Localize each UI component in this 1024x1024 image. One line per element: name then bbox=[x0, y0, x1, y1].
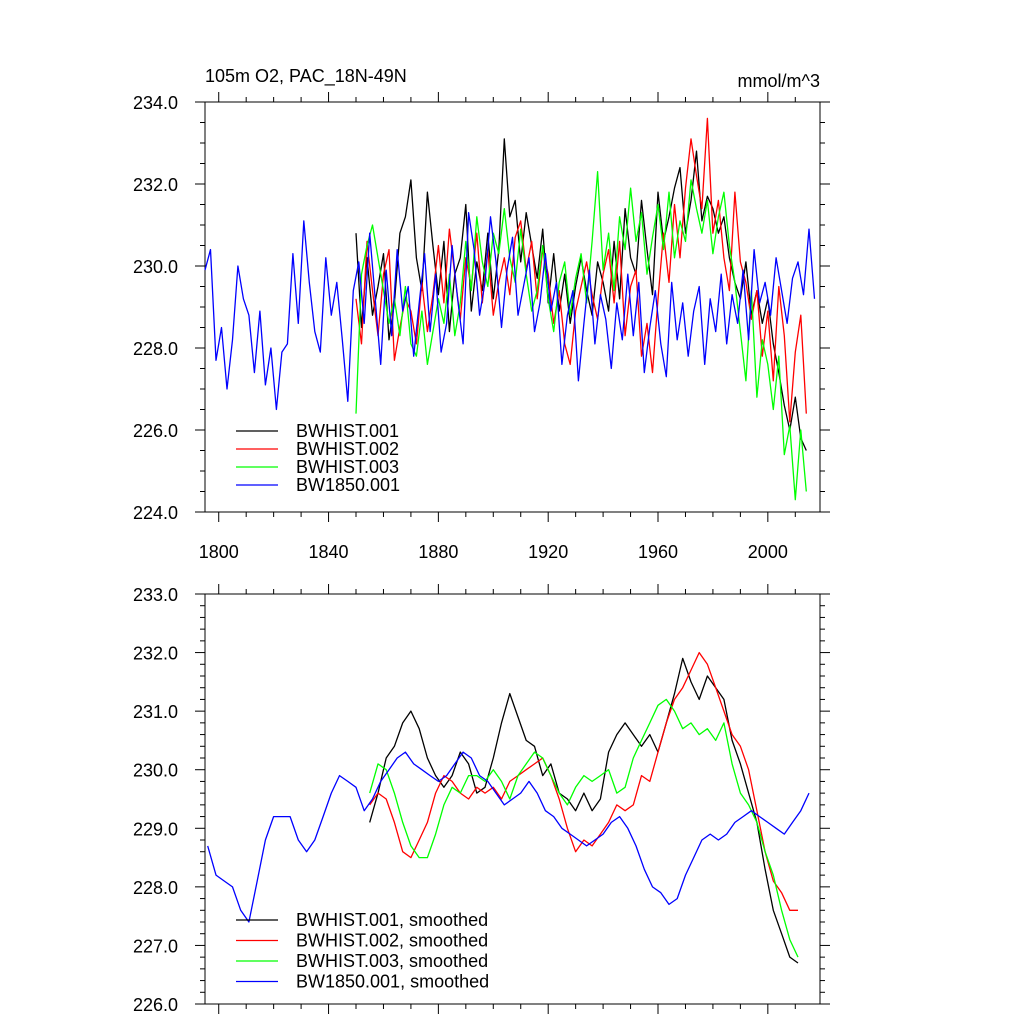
legend-label-1: BWHIST.001 bbox=[296, 421, 399, 441]
y-tick-label: 230.0 bbox=[133, 761, 178, 781]
y-tick-label: 233.0 bbox=[133, 585, 178, 605]
y-tick-label: 224.0 bbox=[133, 503, 178, 523]
y-tick-label: 229.0 bbox=[133, 819, 178, 839]
x-tick-label: 1840 bbox=[309, 542, 349, 562]
y-tick-label: 234.0 bbox=[133, 93, 178, 113]
series-line-4 bbox=[207, 751, 810, 923]
bottom-panel: 226.0 227.0 228.0 229.0 230.0 231.0 232.0 233.0… bbox=[133, 584, 830, 1015]
legend-label-3: BWHIST.003 bbox=[296, 457, 399, 477]
legend-label-4: BW1850.001 bbox=[296, 475, 400, 495]
legend-label-2: BWHIST.002, smoothed bbox=[296, 931, 488, 951]
units-label: mmol/m^3 bbox=[738, 71, 820, 91]
series-line-2 bbox=[369, 651, 798, 911]
series-line-4 bbox=[204, 212, 816, 411]
x-tick-label: 1880 bbox=[418, 542, 458, 562]
y-tick-label: 226.0 bbox=[133, 995, 178, 1015]
y-tick-label: 226.0 bbox=[133, 421, 178, 441]
legend-label-2: BWHIST.002 bbox=[296, 439, 399, 459]
x-tick-label: 1800 bbox=[199, 542, 239, 562]
legend-label-3: BWHIST.003, smoothed bbox=[296, 951, 488, 971]
legend-label-1: BWHIST.001, smoothed bbox=[296, 910, 488, 930]
y-tick-label: 232.0 bbox=[133, 644, 178, 664]
legend-label-4: BW1850.001, smoothed bbox=[296, 972, 489, 992]
y-tick-label: 232.0 bbox=[133, 175, 178, 195]
series-line-3 bbox=[355, 171, 807, 501]
series-line-1 bbox=[369, 657, 799, 964]
x-tick-label: 1920 bbox=[528, 542, 568, 562]
x-tick-label: 2000 bbox=[748, 542, 788, 562]
y-tick-label: 228.0 bbox=[133, 339, 178, 359]
x-tick-label: 1960 bbox=[638, 542, 678, 562]
y-tick-label: 228.0 bbox=[133, 878, 178, 898]
top-panel: 1800 1840 1880 1920 1960 2000 224.0 226.0 228.0 2… bbox=[133, 66, 830, 562]
plot-frame bbox=[204, 593, 821, 1005]
y-tick-label: 230.0 bbox=[133, 257, 178, 277]
series-line-3 bbox=[369, 698, 799, 958]
y-tick-label: 231.0 bbox=[133, 702, 178, 722]
y-tick-label: 227.0 bbox=[133, 936, 178, 956]
chart-title: 105m O2, PAC_18N-49N bbox=[205, 66, 407, 87]
